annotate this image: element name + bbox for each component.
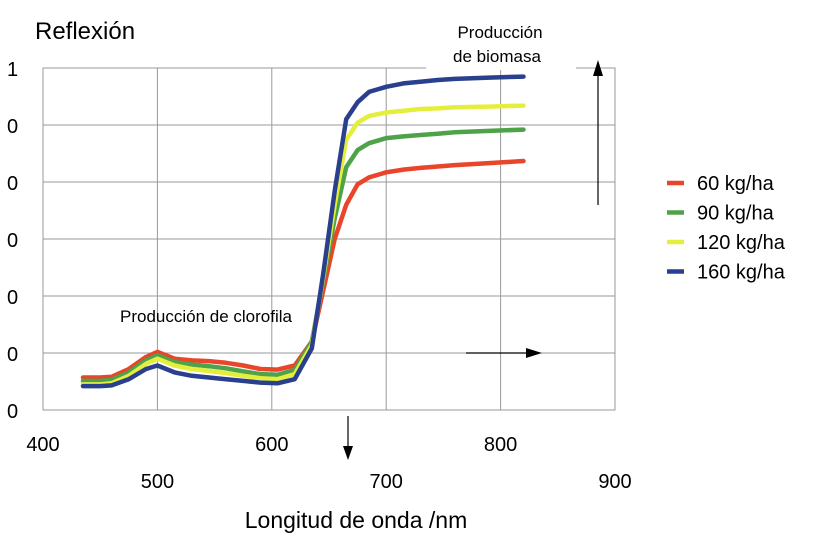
series-lines — [80, 74, 526, 389]
legend-label: 160 kg/ha — [697, 262, 786, 284]
biomass-annotation-backdrop — [426, 20, 576, 70]
x-tick-label: 900 — [598, 471, 631, 493]
y-tick-label: 0 — [7, 173, 18, 195]
y-tick-label: 0 — [7, 401, 18, 423]
y-tick-label: 0 — [7, 287, 18, 309]
series-line — [80, 158, 526, 380]
legend-label: 90 kg/ha — [697, 203, 775, 225]
x-tick-label: 400 — [26, 434, 59, 456]
series-line — [80, 74, 526, 389]
biomass-annotation-line2: de biomasa — [453, 47, 541, 66]
up-arrow-icon — [593, 60, 603, 205]
x-tick-label: 800 — [484, 434, 517, 456]
x-tick-label: 600 — [255, 434, 288, 456]
x-axis-title: Longitud de onda /nm — [245, 507, 468, 533]
legend: 60 kg/ha 90 kg/ha 120 kg/ha 160 kg/ha — [667, 173, 786, 284]
y-tick-label: 0 — [7, 344, 18, 366]
down-arrow-icon — [343, 416, 353, 460]
y-tick-labels: 1 0 0 0 0 0 0 — [7, 59, 18, 423]
x-tick-label: 500 — [141, 471, 174, 493]
series-line — [80, 103, 526, 387]
legend-label: 120 kg/ha — [697, 232, 786, 254]
y-axis-title: Reflexión — [35, 18, 135, 45]
y-tick-label: 0 — [7, 230, 18, 252]
x-tick-labels: 400 600 800 500 700 900 — [26, 434, 631, 493]
y-tick-label: 0 — [7, 116, 18, 138]
x-tick-label: 700 — [370, 471, 403, 493]
legend-label: 60 kg/ha — [697, 173, 775, 195]
y-tick-label: 1 — [7, 59, 18, 81]
chlorophyll-annotation: Producción de clorofila — [120, 307, 293, 326]
series-line — [80, 127, 526, 384]
biomass-annotation-line1: Producción — [457, 23, 542, 42]
right-arrow-icon — [466, 348, 542, 358]
